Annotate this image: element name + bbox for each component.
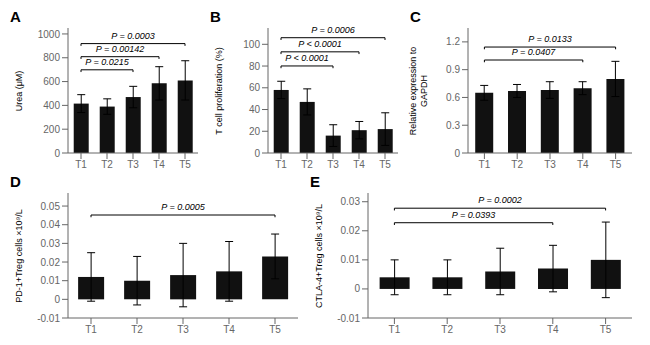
svg-text:80: 80 [249,61,261,72]
svg-text:0.05: 0.05 [41,201,61,212]
svg-text:0.01: 0.01 [41,275,61,286]
svg-text:P = 0.00142: P = 0.00142 [96,44,144,54]
svg-text:T2: T2 [441,324,453,335]
svg-text:P = 0.0006: P = 0.0006 [311,25,354,35]
svg-text:60: 60 [249,82,261,93]
svg-text:P = 0.0215: P = 0.0215 [85,57,129,67]
svg-text:0.6: 0.6 [446,92,460,103]
svg-text:T1: T1 [75,159,87,170]
svg-text:P = 0.0407: P = 0.0407 [512,47,556,57]
html-text:C: C [410,8,421,25]
svg-text:T2: T2 [511,159,523,170]
svg-text:P = 0.0005: P = 0.0005 [161,202,205,212]
html-text:CTLA-4+Treg cells ×10⁹/L: CTLA-4+Treg cells ×10⁹/L [313,203,324,308]
svg-text:P = 0.0133: P = 0.0133 [528,34,571,44]
svg-text:P < 0.0001: P < 0.0001 [298,39,341,49]
svg-text:0.03: 0.03 [41,238,61,249]
svg-text:0: 0 [354,283,360,294]
svg-text:P < 0.0001: P < 0.0001 [285,53,328,63]
html-text:A: A [10,8,21,25]
html-text:Relative expression to GAPDH: Relative expression to GAPDH [408,46,429,135]
svg-text:100: 100 [243,39,260,50]
svg-text:T5: T5 [379,159,391,170]
svg-text:40: 40 [249,104,261,115]
svg-text:T4: T4 [353,159,365,170]
svg-text:800: 800 [43,52,60,63]
html-text:Urea (μM): Urea (μM) [13,70,24,111]
svg-text:T2: T2 [301,159,313,170]
svg-text:T4: T4 [577,159,589,170]
svg-text:T5: T5 [269,324,281,335]
svg-text:1000: 1000 [38,29,61,40]
svg-text:T1: T1 [389,324,401,335]
svg-text:T5: T5 [610,159,622,170]
svg-text:T2: T2 [131,324,143,335]
html-text:PD-1+Treg cells ×10⁹/L: PD-1+Treg cells ×10⁹/L [13,208,24,303]
html-text:D: D [10,173,21,190]
svg-text:0.03: 0.03 [341,196,361,207]
svg-text:T1: T1 [85,324,97,335]
svg-text:T2: T2 [101,159,113,170]
svg-text:0.9: 0.9 [446,64,460,75]
svg-text:0.3: 0.3 [446,120,460,131]
svg-text:0: 0 [254,148,260,159]
svg-text:P = 0.0002: P = 0.0002 [478,195,521,205]
svg-text:T1: T1 [479,159,491,170]
svg-text:0.01: 0.01 [341,254,361,265]
svg-text:T3: T3 [327,159,339,170]
svg-text:T4: T4 [223,324,235,335]
svg-text:-0.01: -0.01 [337,313,360,324]
html-text:E: E [310,173,320,190]
svg-text:T3: T3 [127,159,139,170]
svg-text:T3: T3 [494,324,506,335]
svg-text:400: 400 [43,100,60,111]
svg-text:P = 0.0393: P = 0.0393 [452,210,495,220]
svg-text:T3: T3 [544,159,556,170]
svg-text:600: 600 [43,76,60,87]
svg-text:0: 0 [54,294,60,305]
html-text:B: B [210,8,221,25]
svg-text:200: 200 [43,124,60,135]
html-text:T cell proliferation (%): T cell proliferation (%) [213,46,224,135]
svg-text:0.02: 0.02 [341,225,361,236]
svg-text:0.02: 0.02 [41,257,61,268]
svg-text:-0.01: -0.01 [37,313,60,324]
svg-text:T4: T4 [153,159,165,170]
svg-text:T5: T5 [179,159,191,170]
svg-text:T5: T5 [600,324,612,335]
svg-text:1.2: 1.2 [446,36,460,47]
svg-text:P = 0.0003: P = 0.0003 [111,31,154,41]
svg-text:0: 0 [54,148,60,159]
svg-text:T4: T4 [547,324,559,335]
svg-text:T1: T1 [275,159,287,170]
svg-text:0: 0 [454,148,460,159]
svg-text:T3: T3 [177,324,189,335]
svg-text:20: 20 [249,126,261,137]
svg-text:0.04: 0.04 [41,219,61,230]
